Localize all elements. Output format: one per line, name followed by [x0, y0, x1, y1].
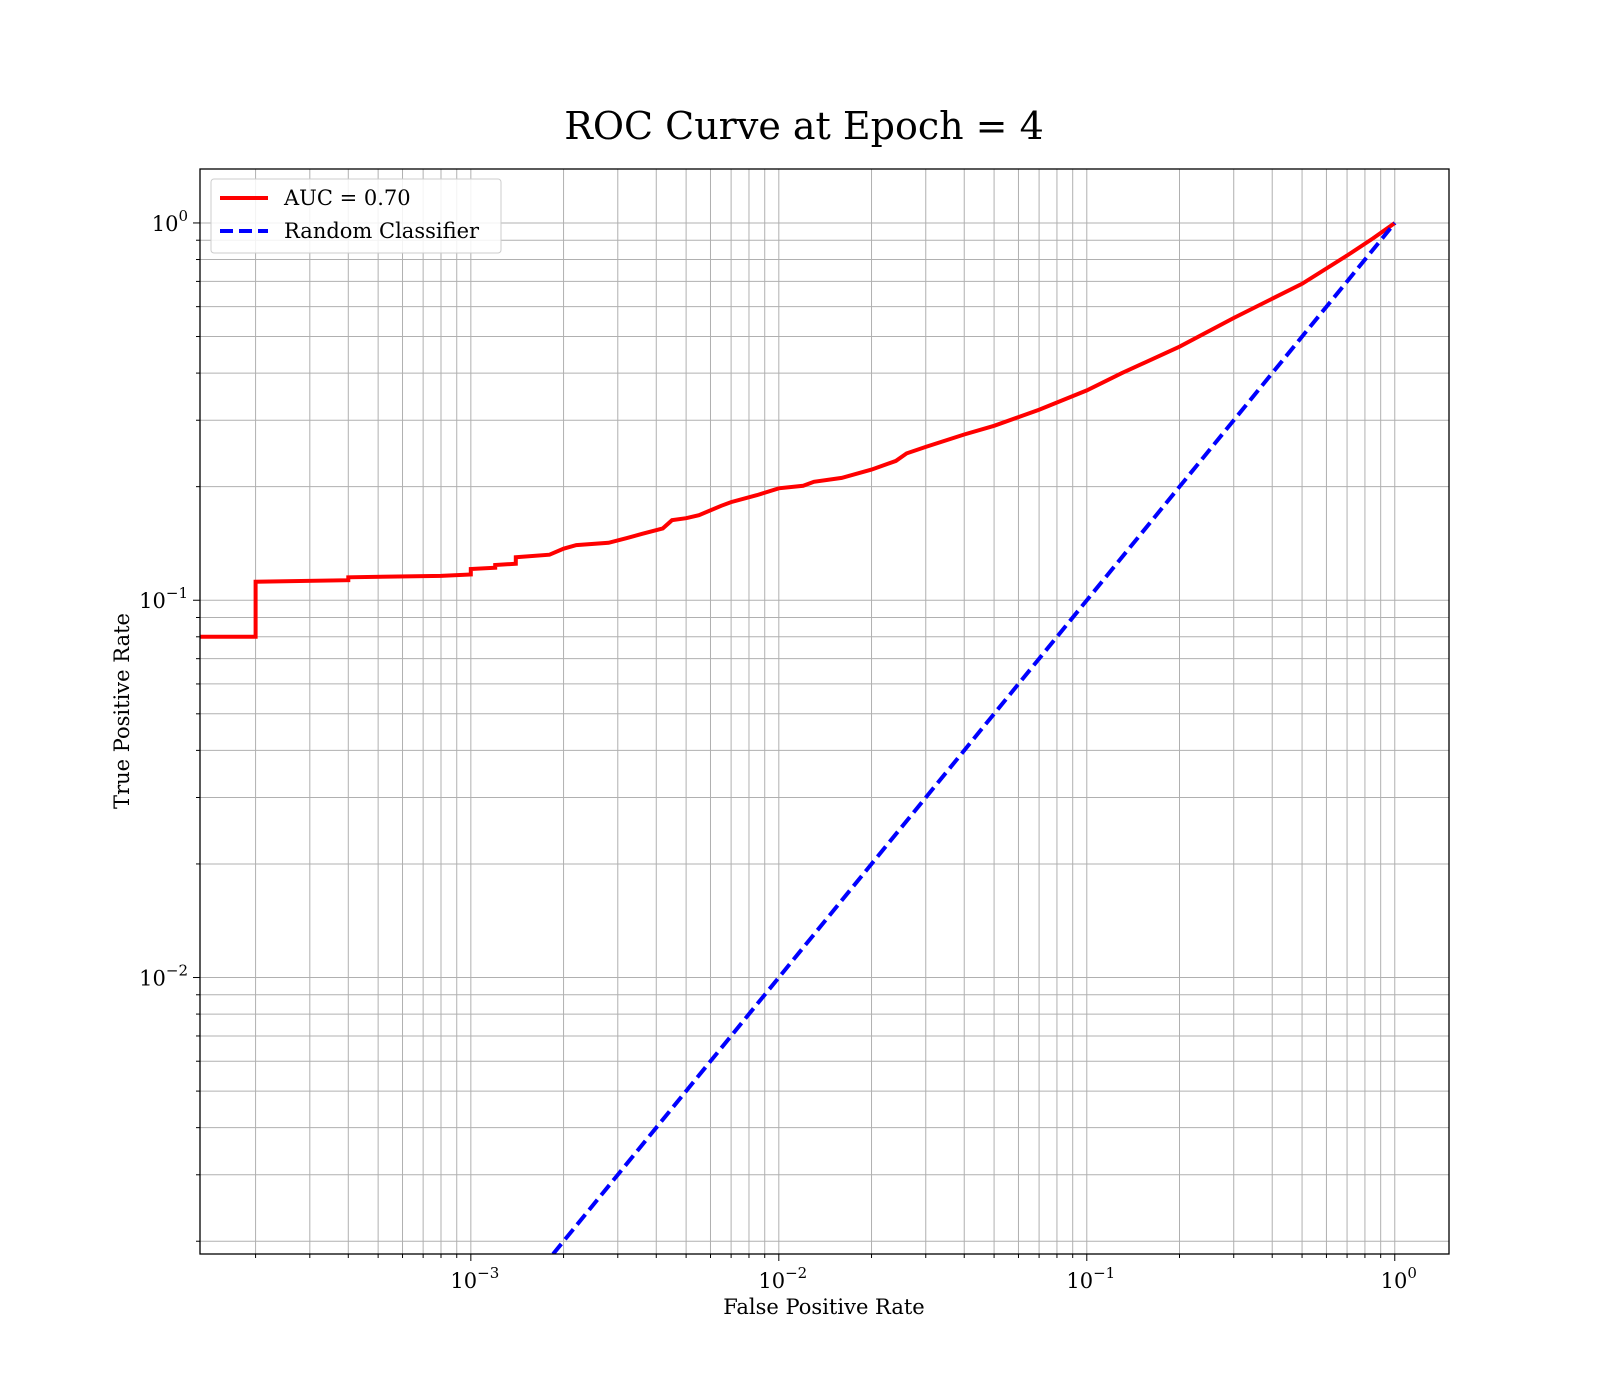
- x-axis-label: False Positive Rate: [723, 1295, 924, 1319]
- legend-box: [210, 178, 502, 254]
- y-tick-label: 10−1: [139, 584, 188, 613]
- legend: AUC = 0.70 Random Classifier: [210, 178, 502, 254]
- y-axis-label: True Positive Rate: [110, 613, 134, 809]
- x-tick-label: 10−1: [1066, 1264, 1115, 1293]
- chart-title: ROC Curve at Epoch = 4: [564, 104, 1044, 148]
- x-tick-label: 100: [1381, 1264, 1417, 1293]
- plot-area: [200, 221, 1397, 1254]
- legend-label: Random Classifier: [284, 219, 480, 243]
- legend-label: AUC = 0.70: [283, 186, 411, 210]
- roc-curve-line: [200, 221, 1396, 639]
- axes-frame: [199, 168, 1450, 1255]
- random-classifier-line: [551, 221, 1397, 1254]
- x-tick-label: 10−3: [450, 1264, 499, 1293]
- grid-lines: [200, 169, 1449, 1254]
- y-tick-label: 100: [152, 207, 188, 236]
- x-tick-label: 10−2: [758, 1264, 807, 1293]
- y-tick-label: 10−2: [139, 962, 188, 991]
- axis-ticks: 10−3 10−2 10−1 100 10−2 10−1 100: [139, 207, 1417, 1293]
